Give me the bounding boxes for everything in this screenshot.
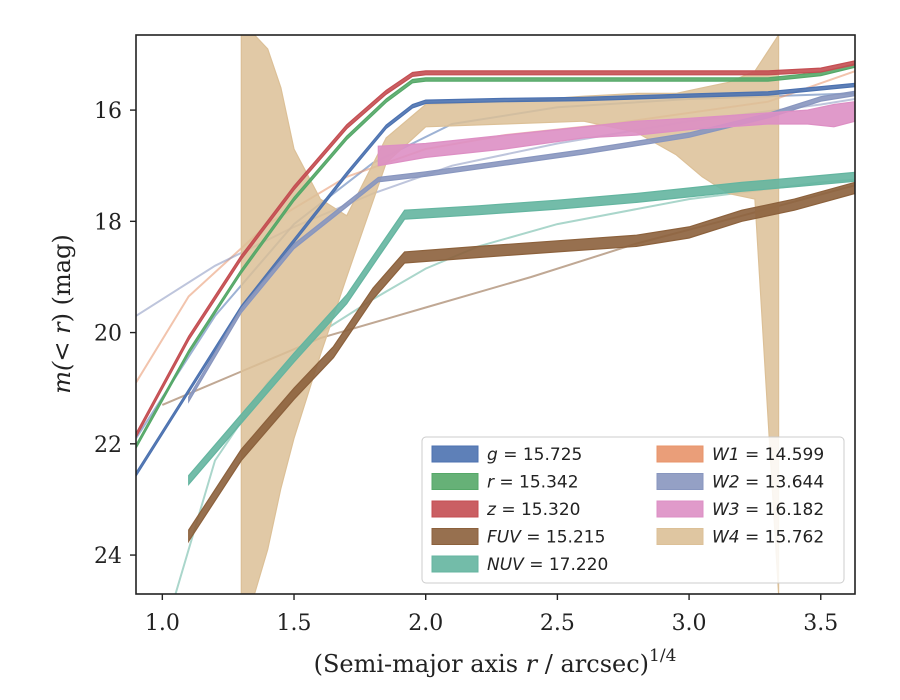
y-tick-label: 18 (94, 210, 122, 235)
legend-label-w2: W2 = 13.644 (712, 473, 824, 493)
legend-label-w1: W1 = 14.599 (712, 445, 824, 465)
y-tick-label: 24 (94, 544, 122, 569)
axis-ticks: 1.0 1.5 2.0 2.5 3.0 3.5 16 18 20 22 24 (94, 99, 838, 636)
x-tick-label: 2.0 (408, 611, 443, 636)
band-fuv (188, 181, 855, 544)
legend-swatch-z (431, 500, 479, 518)
legend-items: g = 15.725 r = 15.342 z = 15.320 FUV = 15.2… (431, 445, 824, 575)
legend-label-g: g = 15.725 (487, 445, 582, 465)
legend-swatch-nuv (431, 555, 479, 573)
band-r (136, 63, 855, 450)
band-g (136, 82, 855, 478)
x-tick-label: 1.0 (145, 611, 180, 636)
band-w2 (188, 90, 855, 404)
legend-label-w3: W3 = 16.182 (712, 500, 824, 520)
data-layer (136, 35, 855, 594)
legend-swatch-r (431, 473, 479, 490)
legend-swatch-fuv (431, 528, 479, 545)
legend-swatch-g (431, 445, 479, 463)
x-tick-label: 3.0 (672, 611, 707, 636)
y-axis-label: m(< r) (mag) (48, 234, 76, 394)
y-tick-label: 22 (94, 433, 122, 458)
plot-frame (135, 34, 856, 595)
legend-swatch-w4 (656, 528, 704, 545)
legend-label-fuv: FUV = 15.215 (487, 528, 605, 548)
x-axis-label: (Semi-major axis r / arcsec)1/4 (314, 646, 677, 678)
legend-label-nuv: NUV = 17.220 (487, 555, 608, 575)
legend-label-w4: W4 = 15.762 (712, 528, 824, 548)
x-tick-label: 1.5 (277, 611, 312, 636)
x-tick-label: 3.5 (803, 611, 838, 636)
legend: g = 15.725 r = 15.342 z = 15.320 FUV = 15.2… (421, 436, 845, 584)
legend-box (421, 436, 845, 584)
band-z (136, 60, 855, 438)
legend-swatch-w3 (656, 500, 704, 518)
legend-label-z: z = 15.320 (486, 500, 580, 520)
y-tick-label: 16 (94, 99, 122, 124)
band-w3 (377, 101, 855, 167)
legend-swatch-w1 (656, 445, 704, 463)
x-tick-label: 2.5 (540, 611, 575, 636)
band-nuv (188, 171, 855, 487)
legend-label-r: r = 15.342 (487, 473, 579, 493)
legend-swatch-w2 (656, 473, 704, 490)
y-tick-label: 20 (94, 322, 122, 347)
